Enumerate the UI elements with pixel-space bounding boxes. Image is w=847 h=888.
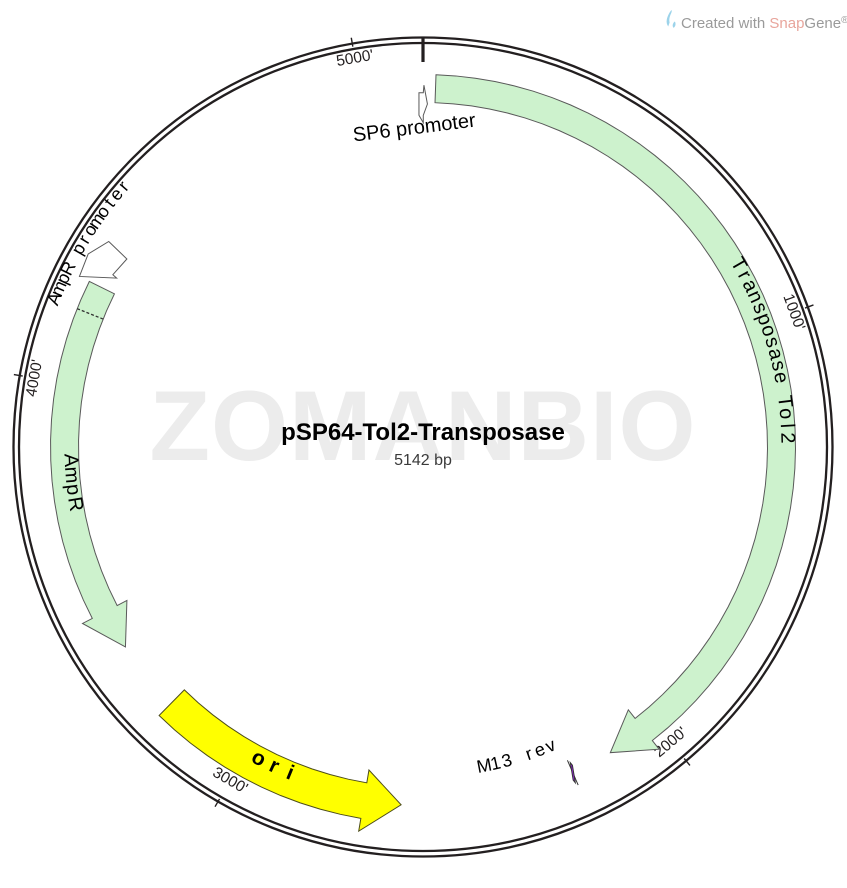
- svg-text:o: o: [775, 407, 798, 420]
- svg-text:m: m: [60, 466, 83, 484]
- svg-text:pSP64-Tol2-Transposase: pSP64-Tol2-Transposase: [281, 419, 565, 446]
- svg-text:A: A: [60, 453, 83, 468]
- svg-text:5142 bp: 5142 bp: [394, 452, 452, 469]
- svg-text:2: 2: [776, 432, 798, 444]
- svg-text:Created with SnapGene®: Created with SnapGene®: [681, 15, 847, 32]
